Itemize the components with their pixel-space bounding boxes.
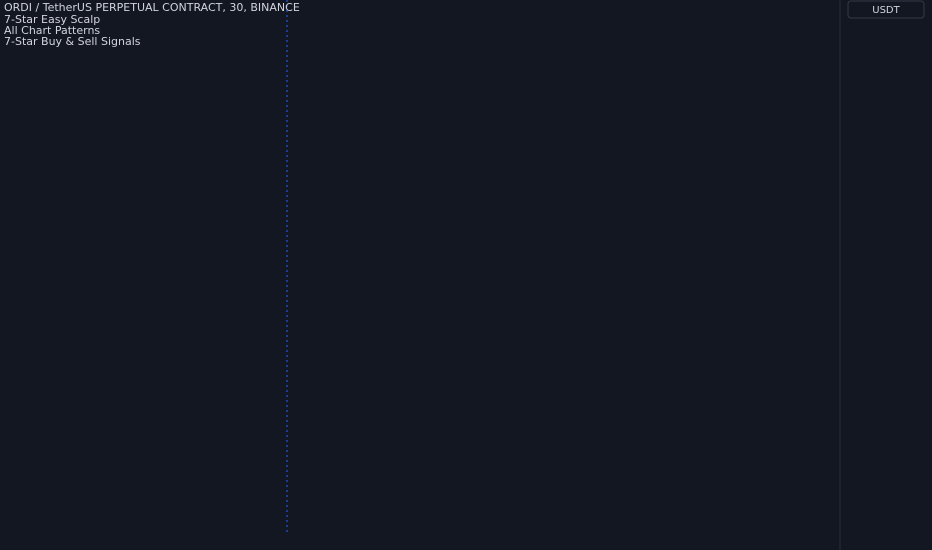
indicator: 7-Star Easy Scalp bbox=[4, 13, 100, 26]
indicator: All Chart Patterns bbox=[4, 24, 100, 37]
chart-title: ORDI / TetherUS PERPETUAL CONTRACT, 30, … bbox=[4, 1, 300, 14]
currency[interactable]: USDT bbox=[872, 5, 900, 16]
currency-button[interactable] bbox=[847, 0, 925, 19]
indicator: 7-Star Buy & Sell Signals bbox=[4, 35, 141, 48]
price-axis bbox=[840, 0, 932, 550]
